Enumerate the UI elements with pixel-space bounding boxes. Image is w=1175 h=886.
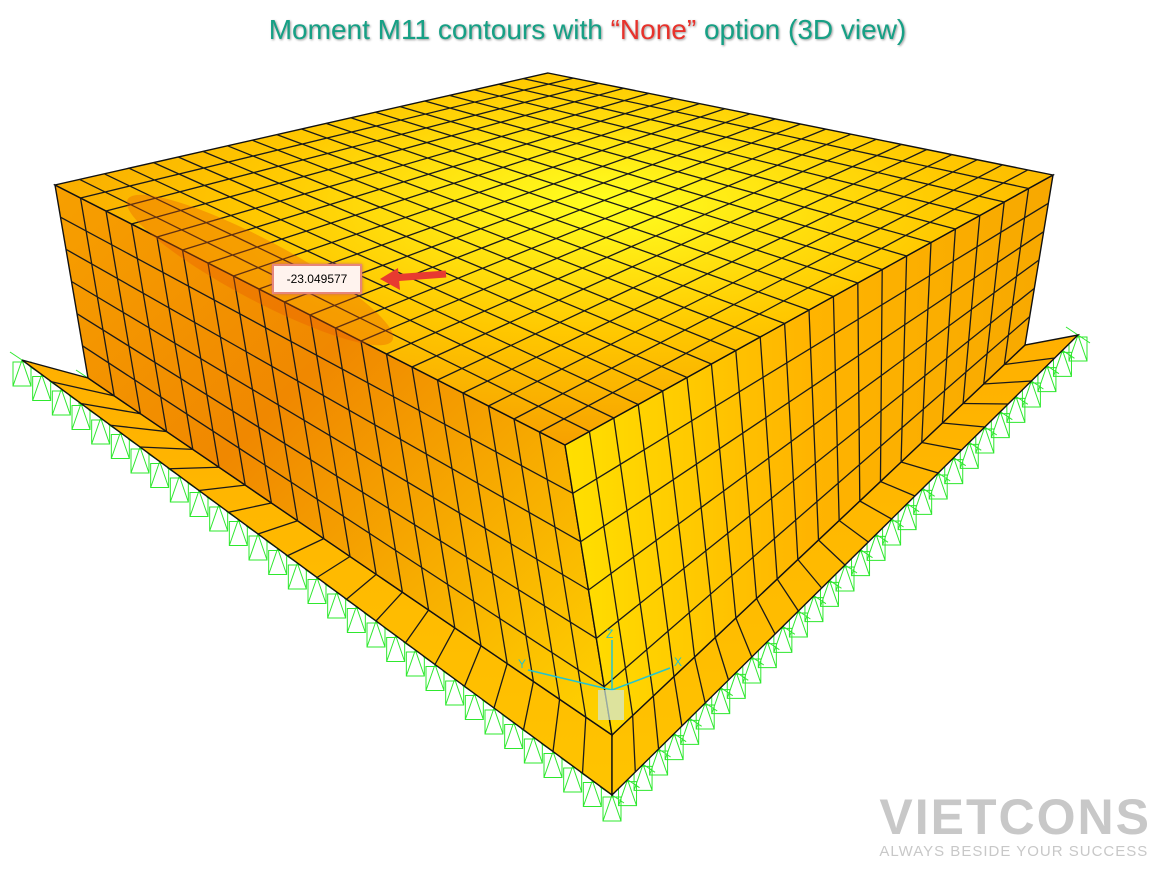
title: Moment M11 contours with “None” option (…: [0, 14, 1175, 46]
hot-spot: [126, 194, 394, 346]
title-prefix: Moment M11 contours with: [268, 14, 611, 45]
title-suffix: option (3D view): [696, 14, 907, 45]
title-highlight: “None”: [610, 14, 697, 45]
top-face-grid: [79, 77, 1029, 433]
base-right-grid: [632, 357, 1055, 773]
right-face-grid: [572, 188, 1049, 716]
watermark-tagline: ALWAYS BESIDE YOUR SUCCESS: [879, 843, 1149, 860]
base-slab: [21, 333, 1081, 797]
arrow: [380, 268, 447, 290]
axis-y: Y: [518, 657, 526, 671]
base-left-grid: [51, 381, 587, 774]
axis-z: Z: [606, 627, 613, 641]
contour-box: [52, 72, 1056, 737]
watermark-brand: VIETCONS: [879, 789, 1151, 845]
axis-x: X: [674, 655, 682, 669]
value-tooltip: -23.049577: [272, 264, 362, 294]
left-face-grid: [60, 197, 605, 718]
watermark: VIETCONS ALWAYS BESIDE YOUR SUCCESS: [879, 791, 1151, 860]
axes-gizmo: Z X Y: [518, 627, 682, 720]
